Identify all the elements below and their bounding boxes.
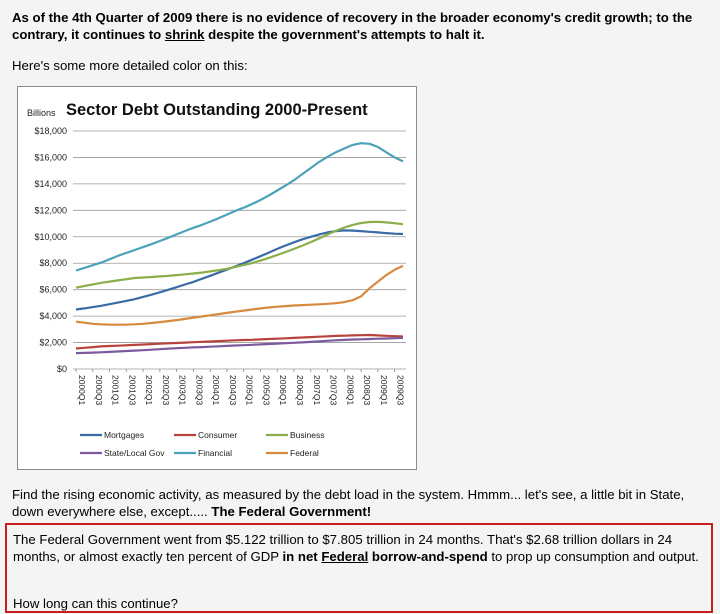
x-tick-label: 2006Q3 [295, 375, 305, 406]
y-unit-label: Billions [27, 108, 56, 118]
legend-label: Financial [198, 448, 232, 458]
debt-line-chart: Billions Sector Debt Outstanding 2000-Pre… [27, 101, 406, 458]
x-tick-label: 2006Q1 [278, 375, 288, 406]
y-tick-label: $14,000 [34, 179, 67, 189]
legend-label: Business [290, 430, 325, 440]
x-tick-label: 2001Q3 [127, 375, 137, 406]
series-line-state-local-gov [75, 336, 404, 355]
callout-bold-1: in net [282, 549, 322, 564]
y-tick-label: $8,000 [39, 258, 67, 268]
x-tick-label: 2004Q1 [211, 375, 221, 406]
y-tick-label: $10,000 [34, 232, 67, 242]
callout-bold-2: borrow-and-spend [368, 549, 488, 564]
x-tick-label: 2009Q1 [379, 375, 389, 406]
x-tick-label: 2008Q1 [345, 375, 355, 406]
series-line-mortgages [75, 229, 404, 311]
series-line-business [75, 220, 404, 289]
x-tick-label: 2003Q3 [194, 375, 204, 406]
x-tick-label: 2007Q3 [329, 375, 339, 406]
callout-text-end: to prop up consumption and output. [487, 549, 699, 564]
x-tick-label: 2009Q3 [396, 375, 406, 406]
y-tick-label: $16,000 [34, 152, 67, 162]
x-tick-label: 2002Q1 [144, 375, 154, 406]
callout-text-start: The Federal Government went from $5.122 … [13, 532, 673, 564]
callout-paragraph: The Federal Government went from $5.122 … [13, 531, 703, 565]
middle-bold-text: The Federal Government! [211, 504, 372, 519]
y-tick-label: $12,000 [34, 205, 67, 215]
callout-bold-federal: Federal [321, 549, 369, 564]
chart-frame: Billions Sector Debt Outstanding 2000-Pre… [17, 86, 417, 470]
legend-label: State/Local Gov [104, 448, 165, 458]
x-tick-label: 2008Q3 [362, 375, 372, 406]
x-tick-label: 2007Q1 [312, 375, 322, 406]
callout-box: The Federal Government went from $5.122 … [5, 523, 713, 613]
y-tick-label: $4,000 [39, 311, 67, 321]
middle-paragraph: Find the rising economic activity, as me… [12, 486, 712, 520]
x-tick-label: 2000Q3 [94, 375, 104, 406]
intro-text-start: As of the 4th Quarter of 2009 there is n… [12, 10, 693, 42]
x-tick-label: 2002Q3 [161, 375, 171, 406]
callout-question: How long can this continue? [13, 596, 178, 611]
y-tick-label: $18,000 [34, 126, 67, 136]
legend-label: Mortgages [104, 430, 144, 440]
x-tick-label: 2003Q1 [178, 375, 188, 406]
lead-sentence: Here's some more detailed color on this: [12, 58, 248, 73]
x-tick-label: 2005Q1 [245, 375, 255, 406]
legend-label: Federal [290, 448, 319, 458]
middle-text: Find the rising economic activity, as me… [12, 487, 685, 519]
series-line-federal [75, 264, 404, 326]
y-tick-label: $0 [57, 364, 67, 374]
x-tick-label: 2000Q1 [77, 375, 87, 406]
x-tick-label: 2001Q1 [111, 375, 121, 406]
legend-label: Consumer [198, 430, 237, 440]
y-tick-label: $6,000 [39, 285, 67, 295]
intro-paragraph: As of the 4th Quarter of 2009 there is n… [12, 9, 712, 43]
x-tick-label: 2004Q3 [228, 375, 238, 406]
series-line-consumer [75, 333, 404, 350]
intro-emphasis: shrink [164, 27, 205, 42]
y-tick-label: $2,000 [39, 338, 67, 348]
x-tick-label: 2005Q3 [261, 375, 271, 406]
chart-title: Sector Debt Outstanding 2000-Present [66, 101, 368, 119]
intro-text-end: despite the government's attempts to hal… [204, 27, 485, 42]
series-line-financial [75, 142, 404, 272]
